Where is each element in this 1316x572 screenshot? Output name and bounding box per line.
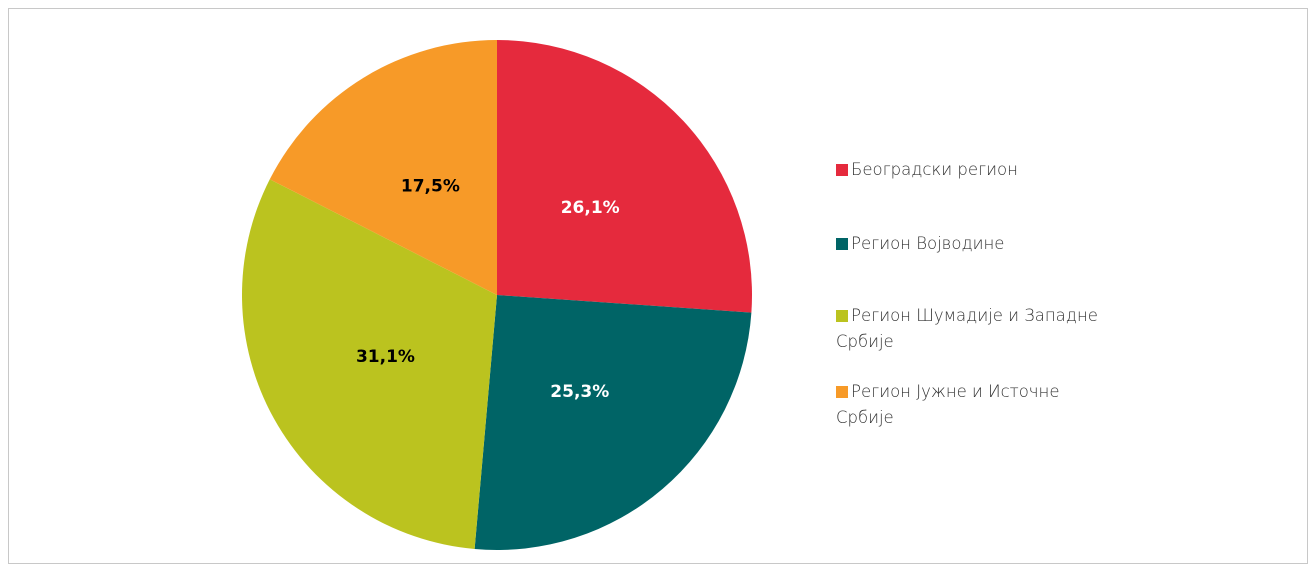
data-label: 17,5% [401,176,460,196]
pie-slice [241,179,497,550]
legend-label: Регион Војводине [851,234,1005,253]
legend-swatch [836,386,848,398]
legend-swatch [836,238,848,250]
legend-swatch [836,310,848,322]
data-label: 31,1% [356,347,415,367]
legend-item: Регион Војводине [836,231,1098,257]
data-label: 25,3% [550,382,609,402]
pie-slice [269,40,497,295]
legend-swatch [836,164,848,176]
pie-slice [497,40,753,313]
data-label: 26,1% [561,198,620,218]
legend-label: Београдски регион [851,160,1018,179]
pie-slice [474,295,752,551]
legend-item: Регион Шумадије и Западне Србије [836,303,1098,355]
legend-item: Београдски регион [836,157,1098,183]
legend-label: Регион Јужне и Источне Србије [836,382,1060,427]
legend-label: Регион Шумадије и Западне Србије [836,306,1098,351]
chart-frame [8,8,1308,564]
legend-item: Регион Јужне и Источне Србије [836,379,1098,431]
